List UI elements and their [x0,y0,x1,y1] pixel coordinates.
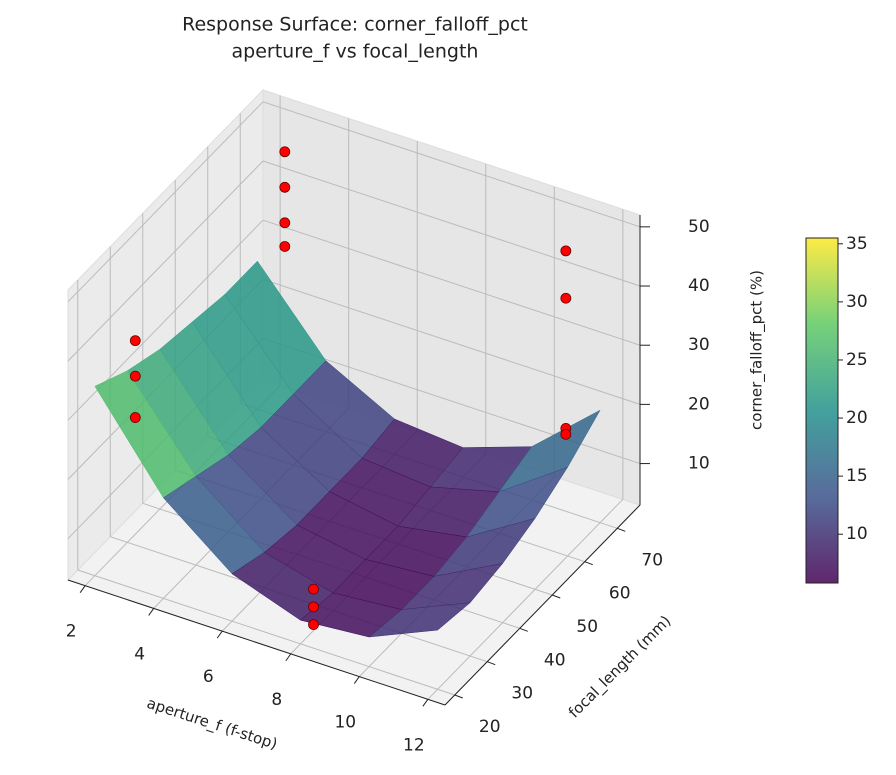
y-tick-label: 40 [544,650,566,670]
chart-title: Response Surface: corner_falloff_pct [182,14,528,36]
axis-line [67,579,446,706]
y-tick [519,627,528,632]
colorbar-tick-label: 20 [846,408,868,428]
x-tick [285,653,292,662]
colorbar-tick-label: 35 [846,234,868,254]
data-point [308,583,319,595]
grid-line [77,569,455,696]
grid-line [262,101,641,228]
grid-line [262,160,641,287]
y-tick [487,661,496,666]
data-point [279,146,291,158]
x-tick-label: 6 [203,667,214,687]
colorbar-tick-label: 15 [846,466,868,486]
x-tick [148,608,155,616]
data-point [308,601,319,613]
grid-line [262,278,641,405]
x-tick [422,699,429,707]
x-tick [79,585,86,593]
data-point [560,292,572,304]
x-tick-label: 4 [134,644,145,664]
data-point [279,217,291,229]
y-tick-label: 20 [479,717,501,737]
x-tick-label: 8 [271,690,282,710]
y-tick-label: 30 [511,684,533,704]
z-tick-label: 10 [688,454,710,474]
chart-subtitle: aperture_f vs focal_length [232,41,479,63]
y-tick-label: 50 [576,617,598,637]
grid-line [67,160,264,362]
z-axis-label: corner_falloff_pct (%) [748,270,767,430]
x-tick-label: 2 [66,622,77,642]
grid-line [262,219,641,346]
surface-cell [368,602,471,638]
data-point [308,619,319,631]
y-tick [617,527,626,532]
colorbar-tick-label: 30 [846,292,868,312]
x-tick-label: 12 [403,735,425,755]
z-tick-label: 50 [688,217,710,237]
z-tick-label: 40 [688,276,710,296]
grid-line [427,498,624,700]
data-point [560,245,572,257]
y-tick-label: 60 [609,584,631,604]
axis-line [444,504,641,706]
data-point [560,428,572,440]
data-point [279,241,291,252]
y-tick [454,694,463,699]
y-tick [552,594,561,599]
x-tick [353,676,360,684]
y-tick [584,561,593,566]
y-tick-label: 70 [641,550,663,570]
data-point [129,412,141,423]
colorbar-tick-label: 10 [846,524,868,544]
z-tick-label: 20 [688,394,710,414]
colorbar [805,237,839,584]
x-axis-label: aperture_f (f-stop) [144,694,279,754]
x-tick [216,630,223,639]
data-point [129,370,141,382]
data-point [279,181,291,193]
x-tick-label: 10 [334,713,356,733]
z-tick-label: 30 [688,335,710,355]
data-point [129,335,141,347]
colorbar-tick-label: 25 [846,350,868,370]
grid-line [67,101,264,303]
